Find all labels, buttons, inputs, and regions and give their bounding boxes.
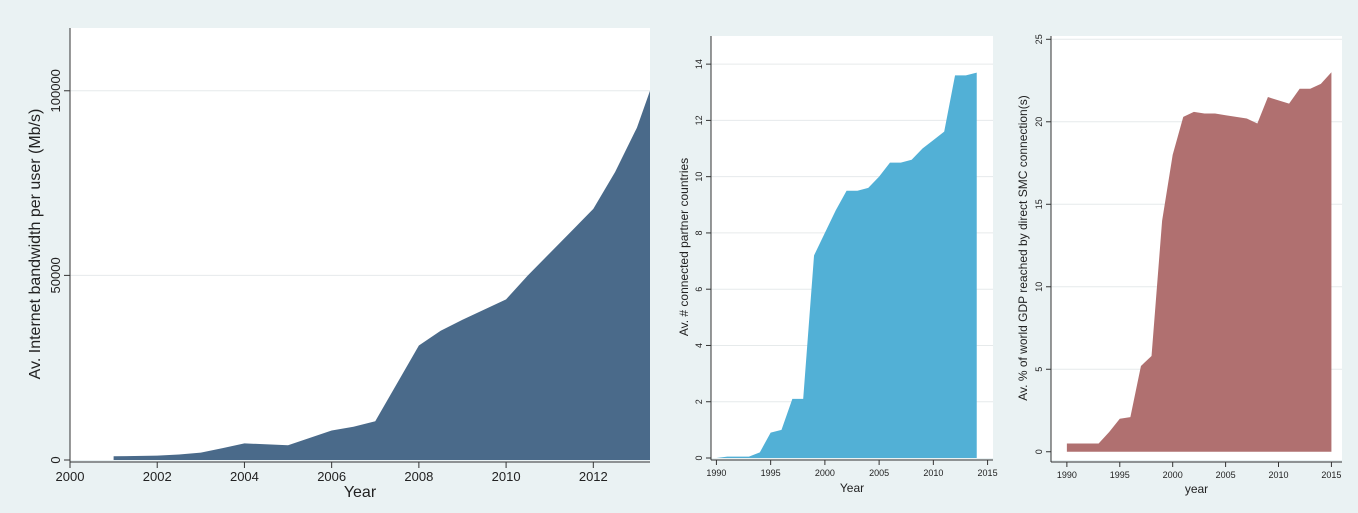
y-axis-title: Av. % of world GDP reached by direct SMC… [1016,95,1030,400]
x-tick-label: 2005 [869,468,889,478]
x-tick-label: 1990 [1057,470,1077,480]
y-tick-label: 2 [694,399,704,404]
y-tick-label: 0 [1034,449,1044,454]
x-tick-label: 2000 [815,468,835,478]
y-tick-label: 50000 [48,257,63,293]
y-tick-label: 14 [694,59,704,69]
x-tick-label: 2008 [404,469,433,484]
x-tick-label: 2005 [1216,470,1236,480]
x-tick-label: 2015 [978,468,998,478]
x-tick-label: 2010 [923,468,943,478]
y-tick-label: 0 [694,455,704,460]
y-tick-label: 20 [1034,117,1044,127]
y-tick-label: 100000 [48,69,63,112]
x-tick-label: 2004 [230,469,259,484]
x-tick-label: 2010 [492,469,521,484]
partner-countries-chart: 0 2 4 6 8 10 12 14 1990 1995 2000 2005 2010 2015 Year A… [677,36,998,495]
y-tick-label: 6 [694,287,704,292]
area-series-0 [716,72,977,458]
y-tick-label: 8 [694,230,704,235]
y-axis-title: Av. # connected partner countries [677,158,691,336]
x-tick-label: 1995 [1110,470,1130,480]
x-tick-label: 2015 [1321,470,1341,480]
x-axis-title: year [1185,482,1208,496]
area-series-0 [113,90,651,461]
x-tick-label: 1995 [761,468,781,478]
gdp-reach-chart: 0 5 10 15 20 25 1990 1995 2000 2005 2010 2015 year Av… [1016,34,1342,496]
y-axis-title: Av. Internet bandwidth per user (Mb/s) [27,109,44,380]
y-tick-label: 15 [1034,199,1044,209]
x-tick-label: 2002 [143,469,172,484]
area-series-0 [1066,72,1332,452]
x-axis-title: Year [840,481,864,495]
x-tick-label: 2000 [1163,470,1183,480]
x-tick-label: 2000 [56,469,85,484]
y-tick-label: 4 [694,343,704,348]
y-tick-label: 5 [1034,367,1044,372]
y-tick-label: 10 [694,172,704,182]
x-tick-label: 2012 [579,469,608,484]
x-tick-label: 2006 [317,469,346,484]
y-tick-label: 10 [1034,282,1044,292]
y-tick-label: 0 [48,456,63,463]
y-tick-label: 25 [1034,34,1044,44]
bandwidth-chart: 0 50000 100000 2000 2002 2004 2006 2008 2010 2012… [27,28,651,501]
x-tick-label: 2010 [1268,470,1288,480]
x-tick-label: 1990 [706,468,726,478]
x-axis-title: Year [344,484,377,501]
y-tick-label: 12 [694,115,704,125]
